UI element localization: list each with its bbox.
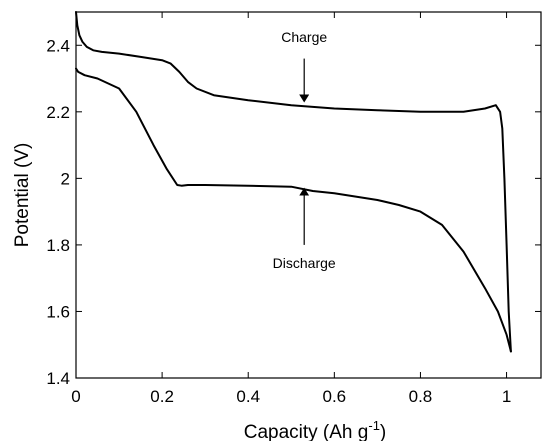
plot-area: 0 0.2 0.4 0.6 0.8 1 1.4 1.6 1.8 2 2.2 2.4 Charge Di…	[46, 11, 542, 406]
y-tick-label: 1.4	[46, 369, 70, 388]
x-tick-label: 0.8	[409, 387, 433, 406]
plot-frame	[75, 11, 542, 379]
series-discharge-line	[75, 67, 512, 353]
x-tick-label: 0.6	[323, 387, 347, 406]
y-tick-label: 1.8	[46, 236, 70, 255]
y-axis-title: Potential (V)	[12, 143, 33, 248]
annotation-charge-label: Charge	[281, 29, 327, 45]
y-tick-label: 1.6	[46, 302, 70, 321]
y-tick-label: 2.2	[46, 103, 70, 122]
annotation-discharge-label: Discharge	[273, 255, 336, 271]
x-tick-label: 1	[502, 387, 511, 406]
x-axis: 0 0.2 0.4 0.6 0.8 1	[71, 12, 511, 406]
y-axis: 1.4 1.6 1.8 2 2.2 2.4	[46, 36, 541, 388]
y-tick-label: 2.4	[46, 36, 70, 55]
annotation-group: Charge Discharge	[273, 29, 336, 271]
x-tick-label: 0.2	[150, 387, 174, 406]
x-tick-label: 0	[71, 387, 80, 406]
x-axis-title: Capacity (Ah g-1)	[244, 418, 387, 441]
y-tick-label: 2	[61, 169, 70, 188]
series-group	[75, 11, 512, 353]
series-charge-line	[75, 11, 512, 353]
x-tick-label: 0.4	[236, 387, 260, 406]
